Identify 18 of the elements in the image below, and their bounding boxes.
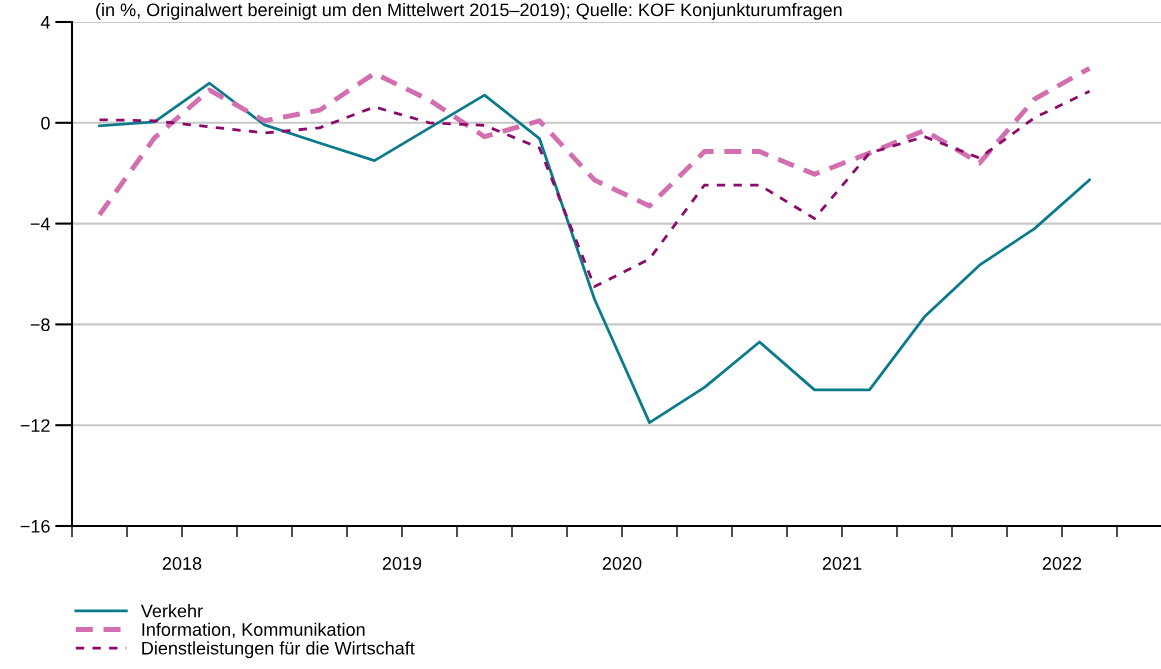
legend-label: Information, Kommunikation bbox=[142, 622, 365, 639]
y-tick-label: −16 bbox=[20, 519, 50, 533]
line-series bbox=[98, 81, 1091, 425]
y-tick-label: −12 bbox=[20, 419, 50, 432]
x-tick-label: 2019 bbox=[382, 557, 422, 570]
y-tick-label: −4 bbox=[30, 217, 50, 231]
chart-subtitle: (in %, Originalwert bereinigt um den Mittelwert 2015–2019); Quelle: KOF Konjunkturumfragen bbox=[96, 3, 842, 20]
y-tick-label: −8 bbox=[30, 318, 50, 332]
legend-label: Dienstleistungen für die Wirtschaft bbox=[142, 641, 415, 659]
x-tick-label: 2021 bbox=[822, 557, 862, 570]
x-tick-label: 2022 bbox=[1042, 557, 1082, 570]
y-tick-label: 4 bbox=[40, 16, 50, 29]
line-series bbox=[98, 89, 1091, 288]
x-tick-label: 2018 bbox=[162, 557, 202, 570]
x-tick-label: 2020 bbox=[602, 557, 642, 570]
line-series bbox=[97, 65, 1092, 218]
y-tick-label: 0 bbox=[41, 116, 50, 130]
legend-label: Verkehr bbox=[140, 604, 203, 618]
